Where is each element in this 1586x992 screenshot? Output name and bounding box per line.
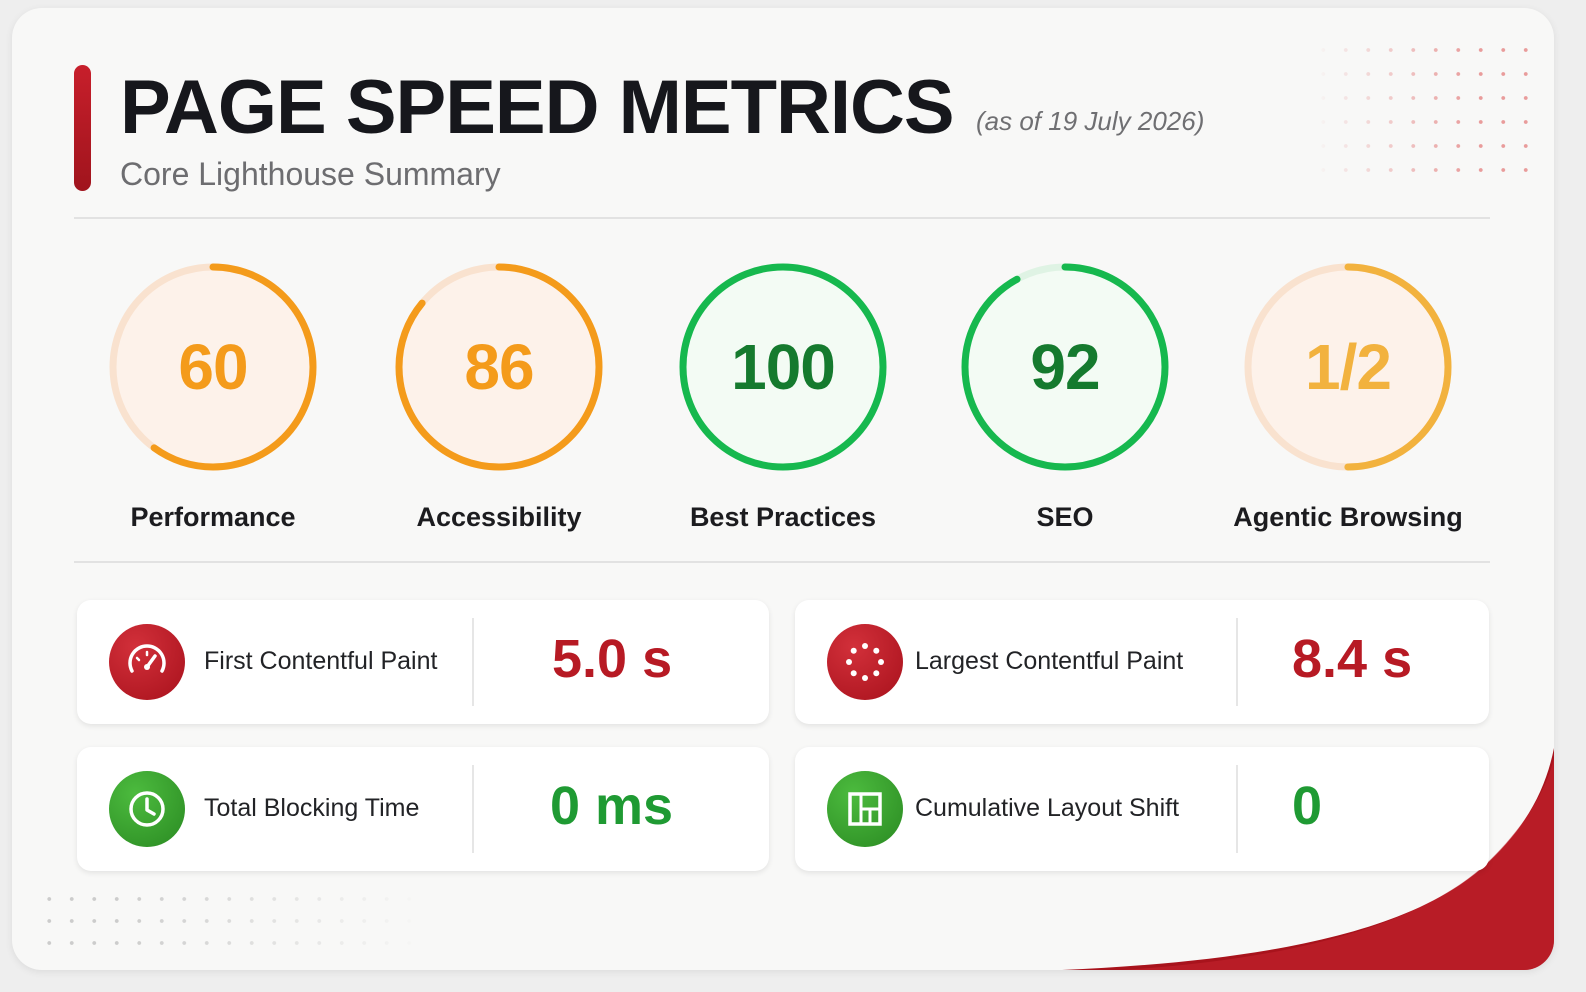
scores-divider: [74, 561, 1490, 563]
metric-label: Cumulative Layout Shift: [915, 794, 1180, 822]
gauge-ring: [1244, 263, 1452, 471]
score-gauge-agentic-browsing: 1/2 Agentic Browsing: [1203, 258, 1493, 548]
score-label: Agentic Browsing: [1233, 502, 1463, 532]
metric-label: First Contentful Paint: [204, 647, 438, 675]
decorative-dots-top-right: [1312, 38, 1542, 188]
metric-separator: [472, 618, 474, 706]
score-value: 92: [1030, 331, 1100, 403]
metric-card-total-blocking-time: Total Blocking Time 0 ms: [77, 747, 769, 871]
speedometer-icon: [109, 624, 185, 700]
score-label: SEO: [1036, 502, 1094, 532]
gauge-ring: [961, 263, 1169, 471]
score-value: 100: [731, 331, 836, 403]
gauge-fill-disc: [113, 267, 313, 467]
as-of-date: (as of 19 July 2026): [976, 106, 1205, 136]
gauge-ring: [109, 263, 317, 471]
page-subtitle: Core Lighthouse Summary: [120, 156, 501, 192]
metric-card-largest-contentful-paint: Largest Contentful Paint 8.4 s: [795, 600, 1489, 724]
score-label: Performance: [130, 502, 296, 532]
gauge-fill-disc: [965, 267, 1165, 467]
metric-separator: [472, 765, 474, 853]
metric-value: 5.0 s: [552, 629, 673, 689]
gauge-arc: [679, 263, 887, 471]
page-title: PAGE SPEED METRICS: [120, 65, 955, 150]
score-value: 86: [464, 331, 534, 403]
layout-icon: [827, 771, 903, 847]
metric-value: 0: [1292, 776, 1323, 836]
score-label: Best Practices: [689, 502, 877, 532]
score-value: 1/2: [1305, 331, 1392, 403]
clock-icon: [109, 771, 185, 847]
metric-label: Total Blocking Time: [204, 794, 420, 822]
decorative-dots-bottom-left: [38, 888, 428, 958]
gauge-arc: [1244, 263, 1452, 471]
gauge-fill-disc: [1248, 267, 1448, 467]
score-label: Accessibility: [416, 502, 582, 532]
score-gauge-performance: 60 Performance: [68, 258, 358, 548]
gauge-arc: [961, 263, 1169, 471]
gauge-ring: [395, 263, 603, 471]
score-value: 60: [178, 331, 248, 403]
gauge-arc: [109, 263, 317, 471]
title-accent-bar: [74, 65, 91, 191]
score-gauge-best-practices: 100 Best Practices: [638, 258, 928, 548]
loading-dots-icon: [827, 624, 903, 700]
metric-value: 0 ms: [550, 776, 674, 836]
gauge-arc: [395, 263, 603, 471]
score-gauge-seo: 92 SEO: [920, 258, 1210, 548]
metric-separator: [1236, 765, 1238, 853]
gauge-fill-disc: [399, 267, 599, 467]
metric-value: 8.4 s: [1292, 629, 1413, 689]
speed-metrics-card: PAGE SPEED METRICS (as of 19 July 2026) …: [12, 8, 1554, 970]
metric-label: Largest Contentful Paint: [915, 647, 1184, 675]
metric-card-cumulative-layout-shift: Cumulative Layout Shift 0: [795, 747, 1489, 871]
decorative-swoosh: [1062, 748, 1554, 970]
score-gauge-accessibility: 86 Accessibility: [354, 258, 644, 548]
metric-separator: [1236, 618, 1238, 706]
metric-card-first-contentful-paint: First Contentful Paint 5.0 s: [77, 600, 769, 724]
gauge-fill-disc: [683, 267, 883, 467]
header-divider: [74, 217, 1490, 219]
gauge-ring: [679, 263, 887, 471]
